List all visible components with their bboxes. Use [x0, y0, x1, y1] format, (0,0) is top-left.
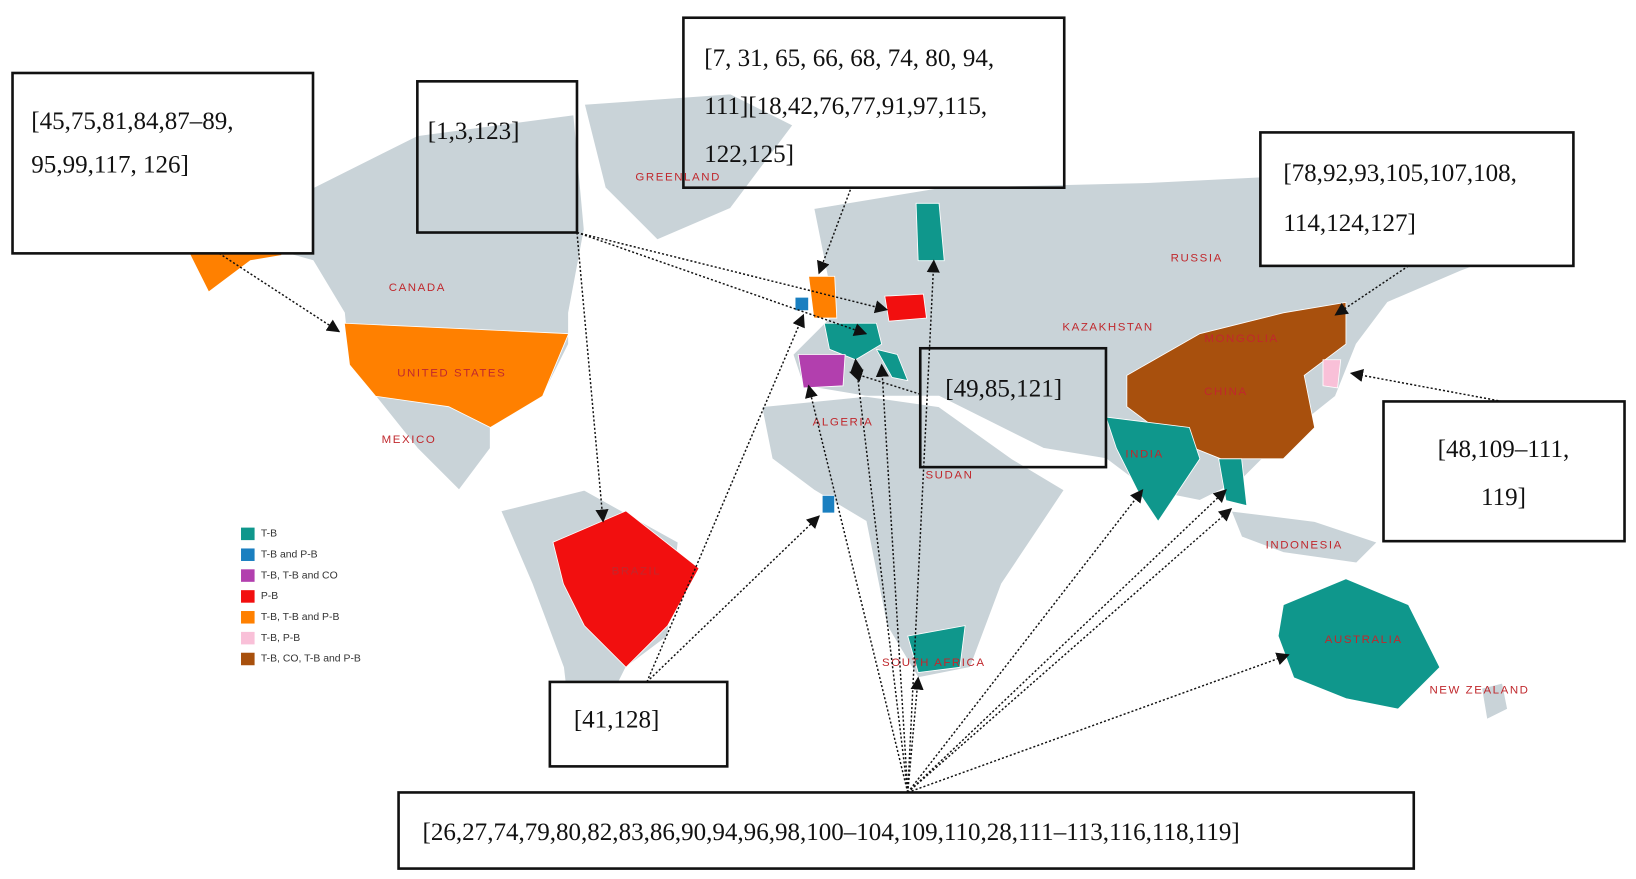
legend-label: T-B: [261, 529, 277, 540]
united-states: [343, 322, 570, 428]
legend-label: T-B, CO, T-B and P-B: [261, 654, 361, 665]
legend-swatch: [241, 590, 255, 603]
callouts: [45,75,81,84,87–89, 95,99,117, 126] [1,3,1…: [11, 16, 1626, 870]
legend-label: T-B, P-B: [261, 633, 300, 644]
southeast-asia-islands: [1230, 510, 1379, 564]
arrow: [646, 313, 805, 683]
poland: [884, 293, 927, 322]
legend-swatch: [241, 548, 255, 561]
callout-text: [26,27,74,79,80,82,83,86,90,94,96,98,100…: [423, 819, 1240, 846]
callout-box: [11, 71, 315, 255]
country-label: MONGOLIA: [1204, 333, 1278, 345]
callout-text: [1,3,123]: [428, 118, 520, 145]
callout-text: [49,85,121]: [945, 376, 1062, 403]
ireland: [794, 296, 810, 312]
legend-swatch: [241, 631, 255, 645]
arrow: [875, 363, 909, 793]
central-europe: [823, 322, 883, 361]
arrow: [805, 384, 909, 793]
legend-swatch: [241, 569, 255, 582]
country-labels: GREENLAND CANADA UNITED STATES RUSSIA KAZAKH…: [382, 171, 1529, 696]
callout-box: [397, 791, 1416, 870]
arrow: [1349, 368, 1503, 403]
callout-text: [7, 31, 65, 66, 68, 74, 80, 94,: [704, 45, 994, 72]
country-label: SOUTH AFRICA: [882, 657, 986, 669]
country-label: MEXICO: [382, 434, 437, 446]
country-label: BRAZIL: [612, 565, 662, 577]
arrow: [907, 652, 1290, 794]
country-label: ALGERIA: [813, 416, 874, 428]
country-label: RUSSIA: [1171, 253, 1223, 265]
arrow: [576, 232, 609, 523]
highlighted-countries: [176, 192, 1441, 710]
india: [1105, 416, 1201, 523]
legend-swatch: [241, 652, 255, 666]
united-kingdom: [808, 275, 838, 319]
country-label: NEW ZEALAND: [1429, 684, 1529, 696]
country-label: KAZAKHSTAN: [1062, 321, 1153, 333]
callout-text: 95,99,117, 126]: [31, 152, 189, 179]
southeast-asia: [1218, 458, 1248, 507]
legend-label: P-B: [261, 591, 278, 602]
callout-text: 122,125]: [704, 141, 794, 168]
callout-text: [48,109–111,: [1438, 436, 1570, 463]
finland: [915, 202, 945, 262]
south-africa: [907, 625, 966, 674]
korea: [1322, 359, 1342, 389]
legend: T-B T-B and P-B T-B, T-B and CO P-B T-B, T-B…: [241, 527, 361, 666]
country-label: UNITED STATES: [397, 367, 506, 379]
legend-label: T-B, T-B and CO: [261, 570, 338, 581]
brazil: [552, 510, 700, 668]
legend-label: T-B, T-B and P-B: [261, 612, 340, 623]
callout-box: [416, 80, 579, 234]
callout-text: [45,75,81,84,87–89,: [31, 108, 233, 135]
country-label: INDIA: [1125, 449, 1163, 461]
spain: [797, 354, 846, 389]
arrow: [907, 489, 1144, 793]
callout-text: 119]: [1481, 484, 1526, 511]
greenland: [583, 93, 794, 241]
callout-text: [41,128]: [574, 706, 659, 733]
country-label: CHINA: [1204, 386, 1248, 398]
country-label: GREENLAND: [635, 171, 720, 183]
country-label: AUSTRALIA: [1325, 634, 1403, 646]
callout-text: 111][18,42,76,77,91,97,115,: [704, 93, 987, 120]
callout-text: [78,92,93,105,107,108,: [1283, 160, 1517, 187]
arrow: [850, 358, 909, 793]
country-label: CANADA: [389, 282, 446, 294]
arrow: [907, 507, 1233, 794]
legend-swatch: [241, 611, 255, 624]
callout-box: [1259, 131, 1575, 268]
legend-swatch: [241, 527, 255, 541]
arrow: [218, 252, 341, 333]
australia: [1277, 578, 1441, 710]
country-label: INDONESIA: [1266, 539, 1343, 551]
callout-box: [1382, 400, 1626, 543]
callout-box: [548, 680, 729, 768]
country-label: SUDAN: [925, 470, 973, 482]
legend-label: T-B and P-B: [261, 549, 318, 560]
callout-box: [682, 16, 1066, 189]
arrow: [576, 231, 889, 314]
arrow: [907, 676, 924, 793]
new-zealand: [1480, 682, 1509, 721]
callout-box: [918, 346, 1108, 469]
callout-text: 114,124,127]: [1283, 210, 1416, 237]
arrow: [576, 231, 868, 336]
ghana: [821, 494, 836, 514]
